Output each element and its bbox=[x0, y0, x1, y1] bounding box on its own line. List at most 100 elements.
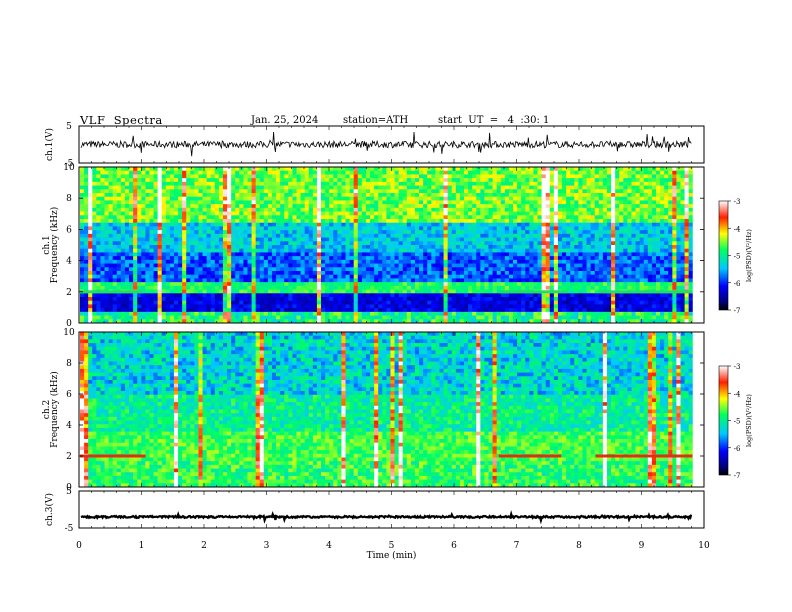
spectrogram-cell bbox=[578, 185, 583, 190]
spectrogram-cell bbox=[480, 259, 485, 264]
spectrogram-cell bbox=[390, 241, 395, 246]
spectrogram-cell bbox=[545, 207, 551, 212]
spectrogram-cell bbox=[133, 285, 138, 290]
spectrogram-cell bbox=[300, 282, 306, 287]
spectrogram-cell bbox=[476, 282, 481, 287]
spectrogram-cell bbox=[112, 200, 118, 205]
spectrogram-cell bbox=[594, 263, 600, 268]
spectrogram-cell bbox=[459, 226, 465, 231]
spectrogram-cell bbox=[586, 237, 592, 242]
spectrogram-cell bbox=[296, 241, 301, 246]
spectrogram-cell bbox=[345, 170, 351, 175]
spectrogram-cell bbox=[386, 185, 391, 190]
spectrogram-cell bbox=[149, 196, 154, 201]
spectrogram-cell bbox=[304, 259, 310, 264]
spectrogram-cell bbox=[96, 278, 101, 283]
spectrogram-cell bbox=[414, 174, 420, 179]
spectrogram-cell bbox=[508, 200, 514, 205]
spectrogram-cell bbox=[280, 215, 285, 220]
spectrogram-cell bbox=[586, 204, 592, 209]
spectrogram-cell bbox=[361, 207, 367, 212]
spectrogram-cell bbox=[651, 274, 657, 279]
spectrogram-cell bbox=[602, 259, 608, 264]
spectrogram-cell bbox=[688, 282, 694, 287]
spectrogram-cell bbox=[251, 185, 257, 190]
spectrogram-cell bbox=[431, 222, 436, 227]
spectrogram-cell bbox=[365, 285, 371, 290]
spectrogram-cell bbox=[255, 263, 261, 268]
spectrogram-cell bbox=[394, 237, 400, 242]
spectrogram-cell bbox=[590, 167, 596, 172]
spectrogram-cell bbox=[308, 248, 314, 253]
spectrogram-cell bbox=[529, 278, 534, 283]
spectrogram-cell bbox=[513, 259, 518, 264]
spectrogram-cell bbox=[361, 219, 367, 224]
spectrogram-cell bbox=[300, 222, 306, 227]
spectrogram-cell bbox=[194, 185, 199, 190]
spectrogram-cell bbox=[357, 207, 363, 212]
spectrogram-cell bbox=[500, 274, 506, 279]
spectrogram-cell bbox=[272, 215, 277, 220]
spectrogram-cell bbox=[480, 204, 485, 209]
spectrogram-cell bbox=[361, 237, 367, 242]
spectrogram-cell bbox=[435, 167, 440, 172]
spectrogram-cell bbox=[468, 282, 473, 287]
spectrogram-cell bbox=[463, 185, 469, 190]
spectrogram-cell bbox=[651, 259, 657, 264]
spectrogram-cell bbox=[635, 196, 641, 201]
spectrogram-cell bbox=[672, 248, 677, 253]
spectrogram-cell bbox=[325, 200, 330, 205]
spectrogram-cell bbox=[423, 207, 428, 212]
spectrogram-cell bbox=[321, 219, 326, 224]
spectrogram-cell bbox=[545, 196, 551, 201]
spectrogram-cell bbox=[541, 219, 547, 224]
spectrogram-cell bbox=[210, 215, 216, 220]
spectrogram-cell bbox=[619, 196, 624, 201]
spectrogram-cell bbox=[345, 267, 351, 272]
spectrogram-cell bbox=[345, 200, 351, 205]
spectrogram-cell bbox=[267, 204, 273, 209]
spectrogram-cell bbox=[390, 178, 395, 183]
spectrogram-cell bbox=[218, 267, 224, 272]
spectrogram-cell bbox=[602, 278, 608, 283]
spectrogram-cell bbox=[251, 237, 257, 242]
spectrogram-cell bbox=[267, 185, 273, 190]
spectrogram-cell bbox=[660, 241, 665, 246]
spectrogram-cell bbox=[124, 233, 130, 238]
spectrogram-cell bbox=[508, 167, 514, 172]
spectrogram-cell bbox=[504, 278, 510, 283]
spectrogram-cell bbox=[374, 185, 379, 190]
spectrogram-cell bbox=[186, 230, 191, 235]
spectrogram-cell bbox=[586, 181, 592, 186]
spectrogram-cell bbox=[468, 189, 473, 194]
spectrogram-cell bbox=[672, 200, 677, 205]
spectrogram-cell bbox=[688, 204, 694, 209]
spectrogram-cell bbox=[349, 170, 355, 175]
spectrogram-cell bbox=[394, 259, 400, 264]
spectrogram-cell bbox=[161, 271, 167, 276]
spectrogram-cell bbox=[660, 248, 665, 253]
spectrogram-cell bbox=[214, 256, 220, 261]
spectrogram-cell bbox=[316, 233, 322, 238]
spectrogram-cell bbox=[133, 233, 138, 238]
spectrogram-cell bbox=[222, 274, 228, 279]
spectrogram-cell bbox=[214, 219, 220, 224]
spectrogram-cell bbox=[255, 256, 261, 261]
spectrogram-cell bbox=[378, 185, 383, 190]
spectrogram-cell bbox=[169, 196, 175, 201]
spectrogram-cell bbox=[590, 271, 596, 276]
spectrogram-cell bbox=[214, 245, 220, 250]
spectrogram-cell bbox=[590, 215, 596, 220]
spectrogram-cell bbox=[292, 256, 297, 261]
spectrogram-cell bbox=[157, 259, 163, 264]
spectrogram-cell bbox=[137, 174, 142, 179]
spectrogram-cell bbox=[337, 271, 342, 276]
spectrogram-cell bbox=[284, 256, 289, 261]
spectrogram-cell bbox=[451, 245, 457, 250]
spectrogram-cell bbox=[431, 237, 436, 242]
spectrogram-cell bbox=[513, 219, 518, 224]
spectrogram-cell bbox=[615, 252, 620, 257]
spectrogram-cell bbox=[410, 237, 416, 242]
spectrogram-cell bbox=[239, 226, 244, 231]
spectrogram-cell bbox=[533, 185, 538, 190]
